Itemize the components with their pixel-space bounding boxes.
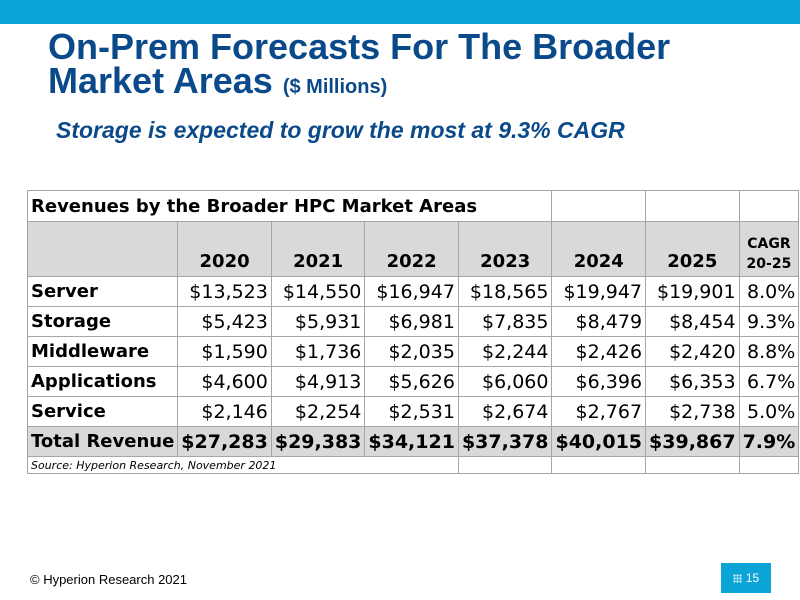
dots-icon	[732, 573, 742, 583]
row-cagr: 6.7%	[738, 366, 800, 397]
table-header-row: 2020 2021 2022 2023 2024 2025 CAGR 20-25	[26, 221, 800, 277]
row-value: $7,835	[457, 306, 553, 337]
total-value: $34,121	[364, 426, 459, 457]
row-value: $2,674	[457, 396, 553, 427]
row-value: $2,254	[270, 396, 366, 427]
header-cagr: CAGR 20-25	[738, 221, 800, 277]
row-label: Applications	[26, 366, 179, 397]
row-value: $8,454	[645, 306, 740, 337]
header-year: 2021	[270, 221, 366, 277]
table-row: Applications $4,600 $4,913 $5,626 $6,060…	[26, 366, 800, 397]
table-source-row: Source: Hyperion Research, November 2021	[27, 456, 800, 474]
header-year: 2022	[364, 221, 459, 277]
table-total-row: Total Revenue $27,283 $29,383 $34,121 $3…	[26, 426, 800, 457]
header-cagr-line1: CAGR	[747, 236, 791, 252]
empty-cell	[645, 456, 740, 474]
row-value: $2,767	[551, 396, 647, 427]
table-caption-row: Revenues by the Broader HPC Market Areas	[26, 190, 800, 222]
row-value: $6,060	[457, 366, 553, 397]
row-value: $8,479	[551, 306, 647, 337]
empty-cell	[551, 190, 647, 222]
row-label: Storage	[26, 306, 179, 337]
table-row: Server $13,523 $14,550 $16,947 $18,565 $…	[26, 276, 800, 307]
slide-subtitle: Storage is expected to grow the most at …	[56, 117, 625, 143]
header-year: 2023	[457, 221, 553, 277]
header-cagr-line2: 20-25	[746, 256, 792, 272]
row-value: $14,550	[270, 276, 366, 307]
top-accent-bar	[0, 0, 800, 24]
table-row: Service $2,146 $2,254 $2,531 $2,674 $2,7…	[26, 396, 800, 427]
row-value: $5,626	[364, 366, 459, 397]
row-cagr: 9.3%	[738, 306, 800, 337]
total-value: $37,378	[457, 426, 553, 457]
row-value: $5,423	[177, 306, 272, 337]
row-label: Server	[26, 276, 179, 307]
row-value: $6,981	[364, 306, 459, 337]
row-cagr: 8.8%	[738, 336, 800, 367]
row-value: $2,531	[364, 396, 459, 427]
row-value: $1,590	[177, 336, 272, 367]
row-cagr: 5.0%	[738, 396, 800, 427]
header-blank	[26, 221, 179, 277]
row-label: Service	[26, 396, 179, 427]
row-value: $2,426	[551, 336, 647, 367]
slide-title: On-Prem Forecasts For The Broader Market…	[48, 29, 788, 104]
total-cagr: 7.9%	[738, 426, 800, 457]
row-value: $6,396	[551, 366, 647, 397]
revenue-table: Revenues by the Broader HPC Market Areas…	[26, 190, 800, 474]
table-row: Storage $5,423 $5,931 $6,981 $7,835 $8,4…	[26, 306, 800, 337]
row-value: $19,901	[645, 276, 740, 307]
row-cagr: 8.0%	[738, 276, 800, 307]
total-value: $29,383	[270, 426, 366, 457]
row-value: $4,913	[270, 366, 366, 397]
row-value: $6,353	[645, 366, 740, 397]
table-source: Source: Hyperion Research, November 2021	[27, 456, 459, 474]
row-value: $13,523	[177, 276, 272, 307]
header-year: 2020	[177, 221, 272, 277]
total-label: Total Revenue	[26, 426, 179, 457]
slide-title-main: On-Prem Forecasts For The Broader Market…	[48, 26, 671, 101]
total-value: $27,283	[177, 426, 272, 457]
page-number-badge: 15	[721, 563, 771, 593]
header-year: 2024	[551, 221, 647, 277]
row-value: $1,736	[270, 336, 366, 367]
header-year: 2025	[645, 221, 740, 277]
row-value: $2,738	[645, 396, 740, 427]
row-value: $19,947	[551, 276, 647, 307]
row-value: $5,931	[270, 306, 366, 337]
empty-cell	[738, 456, 800, 474]
row-value: $2,244	[457, 336, 553, 367]
empty-cell	[645, 190, 740, 222]
empty-cell	[738, 190, 800, 222]
row-value: $2,420	[645, 336, 740, 367]
total-value: $40,015	[551, 426, 647, 457]
slide-title-units: ($ Millions)	[282, 76, 388, 98]
table-row: Middleware $1,590 $1,736 $2,035 $2,244 $…	[26, 336, 800, 367]
empty-cell	[457, 456, 553, 474]
row-label: Middleware	[26, 336, 179, 367]
table-caption: Revenues by the Broader HPC Market Areas	[26, 190, 553, 222]
row-value: $2,146	[177, 396, 272, 427]
page-number: 15	[745, 571, 760, 585]
row-value: $18,565	[457, 276, 553, 307]
empty-cell	[551, 456, 647, 474]
row-value: $16,947	[364, 276, 459, 307]
copyright-text: © Hyperion Research 2021	[30, 572, 187, 587]
total-value: $39,867	[645, 426, 740, 457]
row-value: $4,600	[177, 366, 272, 397]
row-value: $2,035	[364, 336, 459, 367]
